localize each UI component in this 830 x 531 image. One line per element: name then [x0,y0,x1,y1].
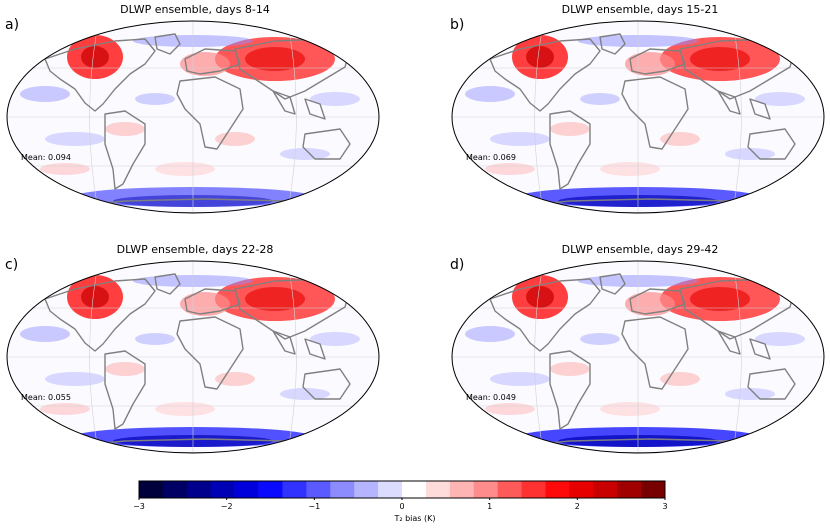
mean-label: Mean: 0.069 [466,153,516,162]
panel-letter: b) [450,17,465,33]
colorbar-swatch [378,481,403,498]
robinson-map [6,20,380,214]
colorbar-swatch [593,481,618,498]
panel-title: DLWP ensemble, days 15-21 [561,3,719,16]
colorbar-swatch [210,481,235,498]
colorbar-swatch [306,481,331,498]
colorbar-tick-label: 3 [662,502,668,511]
panel-title: DLWP ensemble, days 29-42 [561,243,719,256]
panel-letter: a) [5,17,20,33]
colorbar-swatch [497,481,522,498]
panel-title: DLWP ensemble, days 8-14 [120,3,270,16]
colorbar-swatch [545,481,570,498]
colorbar-swatch [402,481,427,498]
mean-label: Mean: 0.055 [21,393,71,402]
map-panel: DLWP ensemble, days 15-21 b) [450,3,830,218]
map-panel: DLWP ensemble, days 8-14 a) [5,3,385,218]
colorbar-tick-label: 0 [399,502,405,511]
mean-label: Mean: 0.094 [21,153,71,162]
colorbar-swatch [162,481,188,498]
colorbar-swatch [425,481,451,498]
colorbar-swatch [139,481,164,498]
colorbar-swatch [186,481,212,498]
map-panel: DLWP ensemble, days 22-28 c) [5,243,385,458]
colorbar-swatch [258,481,283,498]
panel-title: DLWP ensemble, days 22-28 [116,243,274,256]
colorbar-swatch [282,481,307,498]
colorbar-swatch [569,481,594,498]
panel-letter: c) [5,257,19,273]
colorbar-tick-label: −2 [220,502,233,511]
colorbar-swatch [354,481,379,498]
colorbar-tick-label: 1 [487,502,493,511]
robinson-map [6,260,380,454]
colorbar-swatch [473,481,498,498]
mean-label: Mean: 0.049 [466,393,516,402]
colorbar-swatch [641,481,666,498]
colorbar-swatch [234,481,259,498]
map-panel: DLWP ensemble, days 29-42 d) [450,243,830,458]
colorbar-swatch [449,481,475,498]
colorbar-swatch [617,481,642,498]
robinson-map [451,20,825,214]
colorbar-tick-label: 2 [574,502,580,511]
colorbar-swatch [330,481,355,498]
robinson-map [451,260,825,454]
panel-letter: d) [450,257,465,273]
colorbar [138,480,666,500]
colorbar-swatch [521,481,546,498]
colorbar-label: T₂ bias (K) [394,514,436,523]
colorbar-tick-label: −3 [133,502,145,511]
colorbar-tick-label: −1 [308,502,321,511]
